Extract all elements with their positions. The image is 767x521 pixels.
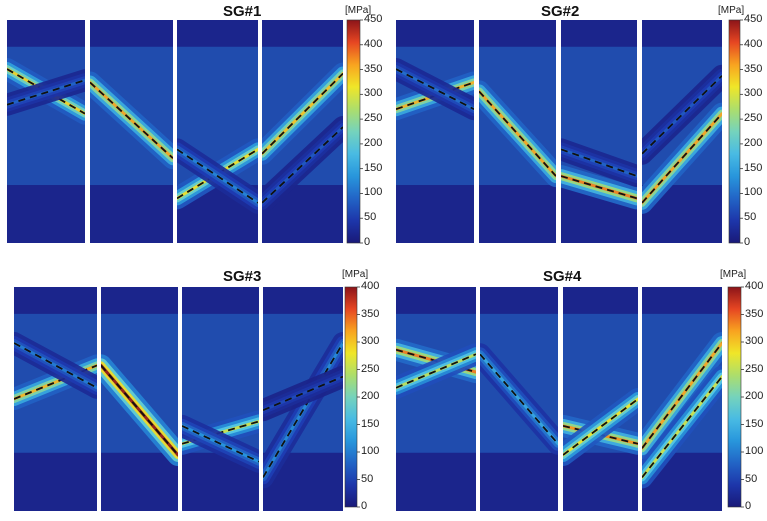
crack-path-line — [14, 342, 97, 389]
crack-path-line — [101, 364, 178, 456]
colorbar — [727, 286, 742, 508]
specimen-strip — [262, 20, 343, 243]
specimen-strip — [480, 287, 558, 511]
panel-title: SG#4 — [543, 268, 582, 285]
specimen-strip — [642, 287, 722, 511]
colorbar-tick-label: 350 — [744, 62, 763, 75]
colorbar-unit: [MPa] — [718, 5, 745, 16]
crack-path-line — [642, 113, 722, 204]
specimen-strip — [561, 20, 637, 243]
colorbar-unit: [MPa] — [345, 5, 372, 16]
specimen-strip — [90, 20, 173, 243]
specimen-strip — [479, 20, 556, 243]
colorbar-tick-label: 200 — [361, 390, 380, 402]
colorbar-tick-label: 300 — [745, 335, 764, 347]
crack-path-line — [182, 425, 259, 463]
colorbar-tick-label: 250 — [361, 362, 380, 375]
crack-path-line — [563, 398, 638, 456]
colorbar-tick-label: 150 — [364, 161, 383, 174]
colorbar-tick-label: 250 — [744, 112, 763, 125]
colorbar-tick-label: 200 — [745, 390, 764, 402]
colorbar-unit: [MPa] — [342, 269, 369, 280]
colorbar-tick-label: 0 — [364, 236, 371, 248]
panel-title: SG#1 — [223, 3, 262, 20]
colorbar-tick-label: 100 — [364, 186, 383, 199]
colorbar-tick-label: 450 — [744, 13, 763, 25]
colorbar-tick-label: 100 — [744, 186, 763, 199]
specimen-strip — [263, 287, 343, 511]
specimen-strip — [396, 287, 476, 511]
colorbar-tick-label: 350 — [745, 307, 764, 320]
colorbar — [346, 19, 361, 244]
colorbar-tick-label: 100 — [361, 445, 380, 457]
colorbar-tick-label: 250 — [364, 112, 383, 125]
specimen-strip — [101, 287, 178, 511]
crack-path-line — [263, 342, 343, 478]
colorbar-tick-label: 400 — [361, 280, 380, 292]
specimen-strip — [177, 20, 258, 243]
colorbar-tick-label: 300 — [364, 87, 383, 100]
colorbar-tick-label: 50 — [744, 211, 757, 224]
colorbar-tick-label: 400 — [744, 37, 763, 50]
specimen-strip — [642, 20, 722, 243]
specimen-strip — [7, 20, 85, 243]
colorbar-tick-label: 50 — [364, 211, 377, 224]
crack-path-line — [396, 353, 476, 389]
stress-band — [262, 72, 343, 156]
colorbar-tick-label: 450 — [364, 13, 383, 25]
crack-path-line — [396, 68, 474, 111]
colorbar-tick-label: 150 — [744, 161, 763, 174]
colorbar-tick-label: 350 — [361, 307, 380, 320]
crack-path-line — [90, 81, 173, 159]
crack-path-line — [561, 175, 637, 200]
crack-path-line — [263, 375, 343, 412]
colorbar-tick-label: 200 — [744, 136, 763, 149]
specimen-strip — [396, 20, 474, 243]
crack-path-line — [561, 148, 637, 177]
specimen-strip — [182, 287, 259, 511]
crack-path-line — [480, 353, 558, 445]
colorbar-tick-label: 0 — [744, 236, 751, 248]
colorbar-tick-label: 0 — [745, 500, 752, 512]
specimen-strip — [563, 287, 638, 511]
colorbar-tick-label: 400 — [364, 37, 383, 50]
crack-path-line — [642, 376, 722, 478]
colorbar-tick-label: 200 — [364, 136, 383, 149]
colorbar-tick-label: 150 — [361, 417, 380, 430]
stress-band — [479, 89, 556, 178]
colorbar-tick-label: 50 — [361, 472, 374, 485]
colorbar-tick-label: 350 — [364, 62, 383, 75]
colorbar-tick-label: 150 — [745, 417, 764, 430]
colorbar-tick-label: 100 — [745, 445, 764, 457]
colorbar-tick-label: 0 — [361, 500, 368, 512]
crack-path-line — [7, 79, 85, 106]
colorbar-tick-label: 50 — [745, 472, 758, 485]
crack-path-line — [642, 75, 722, 155]
crack-path-line — [7, 68, 85, 115]
colorbar — [728, 19, 741, 244]
colorbar-tick-label: 400 — [745, 280, 764, 292]
colorbar-tick-label: 300 — [744, 87, 763, 100]
crack-path-line — [177, 148, 258, 200]
colorbar-tick-label: 300 — [361, 335, 380, 347]
crack-path-line — [642, 342, 722, 449]
panel-title: SG#3 — [223, 268, 262, 285]
specimen-strip — [14, 287, 97, 511]
crack-path-line — [177, 148, 258, 204]
colorbar-unit: [MPa] — [720, 269, 747, 280]
crack-path-line — [262, 126, 343, 204]
panel-title: SG#2 — [541, 3, 580, 20]
colorbar-tick-label: 250 — [745, 362, 764, 375]
